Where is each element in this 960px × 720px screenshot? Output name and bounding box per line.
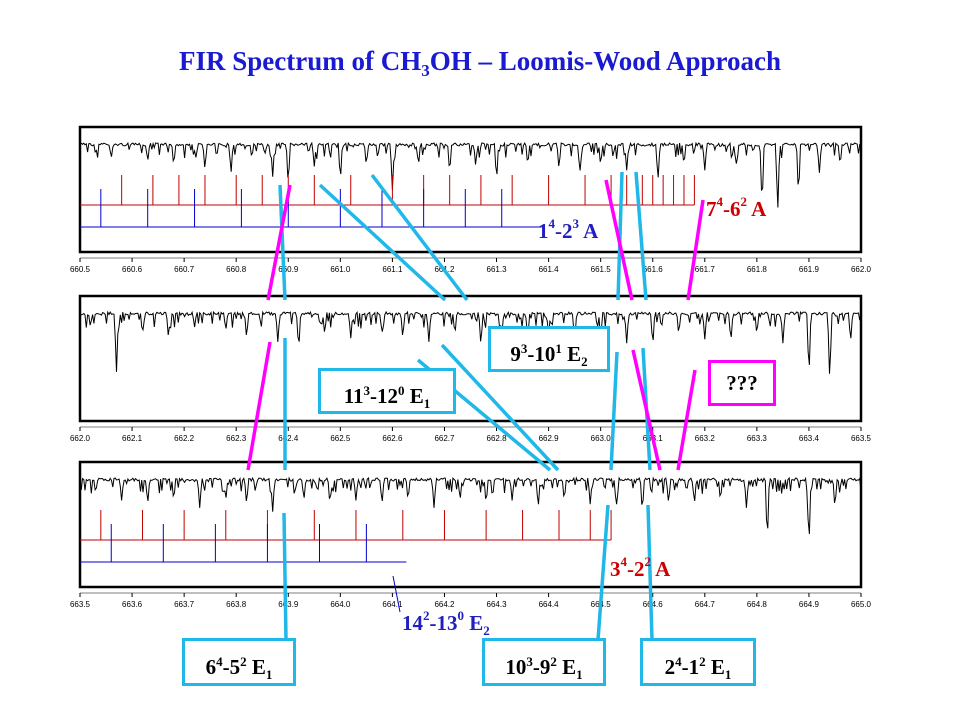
x-tick-label: 661.3: [487, 265, 508, 274]
x-tick-label: 664.4: [539, 600, 560, 609]
x-tick-label: 661.5: [591, 265, 612, 274]
x-tick-label: 660.8: [226, 265, 247, 274]
box-11-12-E1: 113-120 E1: [318, 368, 456, 414]
x-tick-label: 660.5: [70, 265, 91, 274]
magenta-connector-line: [246, 341, 272, 471]
cyan-connector-line: [282, 512, 288, 641]
cyan-connector-line: [278, 184, 287, 301]
x-tick-label: 663.5: [70, 600, 91, 609]
x-tick-label: 661.7: [695, 265, 716, 274]
box-unknown: ???: [708, 360, 776, 406]
x-tick-label: 663.4: [799, 434, 820, 443]
x-tick-label: 663.7: [174, 600, 195, 609]
magenta-connector-line: [631, 349, 662, 471]
cyan-connector-line: [440, 343, 560, 472]
cyan-connector-line: [318, 183, 447, 302]
x-tick-label: 661.1: [382, 265, 403, 274]
x-tick-label: 663.6: [122, 600, 143, 609]
x-tick-label: 662.0: [851, 265, 872, 274]
x-tick-label: 665.0: [851, 600, 872, 609]
x-tick-label: 662.1: [122, 434, 143, 443]
x-tick-label: 661.4: [539, 265, 560, 274]
x-tick-label: 664.8: [747, 600, 768, 609]
spectrum-trace: [79, 476, 862, 535]
label-3-2-A: 34-22 A: [610, 554, 671, 581]
box-10-9-E1: 103-92 E1: [482, 638, 606, 686]
x-tick-label: 664.7: [695, 600, 716, 609]
label-14-13-E2: 142-130 E2: [402, 608, 490, 639]
x-tick-label: 660.7: [174, 265, 195, 274]
cyan-connector-line: [646, 504, 654, 641]
x-tick-label: 660.9: [278, 265, 299, 274]
x-tick-label: 662.3: [226, 434, 247, 443]
x-tick-label: 664.3: [487, 600, 508, 609]
spectrum-trace: [79, 310, 862, 374]
x-tick-label: 662.0: [70, 434, 91, 443]
x-tick-label: 662.2: [174, 434, 195, 443]
x-tick-label: 662.9: [539, 434, 560, 443]
x-tick-label: 662.5: [330, 434, 351, 443]
x-tick-label: 661.0: [330, 265, 351, 274]
cyan-connector-line: [596, 504, 610, 641]
x-tick-label: 663.0: [591, 434, 612, 443]
x-tick-label: 661.9: [799, 265, 820, 274]
box-6-5-E1: 64-52 E1: [182, 638, 296, 686]
magenta-connector-line: [686, 199, 705, 301]
x-tick-label: 663.5: [851, 434, 872, 443]
cyan-connector-line: [609, 351, 619, 471]
x-tick-label: 662.6: [382, 434, 403, 443]
spectrum-panel-frame: [78, 125, 863, 254]
cyan-connector-line: [616, 171, 624, 301]
x-tick-label: 662.8: [487, 434, 508, 443]
x-tick-label: 664.9: [799, 600, 820, 609]
x-tick-label: 663.2: [695, 434, 716, 443]
cyan-connector-line: [370, 173, 469, 302]
x-tick-label: 663.8: [226, 600, 247, 609]
x-tick-label: 660.6: [122, 265, 143, 274]
spectrum-trace: [79, 141, 862, 208]
label-1-2-A: 14-23 A: [538, 216, 599, 243]
cyan-connector-line: [634, 171, 648, 301]
box-2-1-E1: 24-12 E1: [640, 638, 756, 686]
x-tick-label: 664.6: [643, 600, 664, 609]
page-title: FIR Spectrum of CH3OH – Loomis-Wood Appr…: [178, 46, 782, 80]
x-tick-label: 661.8: [747, 265, 768, 274]
x-tick-label: 663.9: [278, 600, 299, 609]
magenta-connector-line: [266, 184, 292, 301]
label-7-6-A: 74-62 A: [706, 194, 767, 221]
x-tick-label: 664.2: [434, 600, 455, 609]
magenta-connector-line: [604, 179, 634, 301]
x-tick-label: 664.1: [382, 600, 403, 609]
x-tick-label: 662.7: [434, 434, 455, 443]
x-tick-label: 662.4: [278, 434, 299, 443]
x-tick-label: 661.6: [643, 265, 664, 274]
box-9-10-E2: 93-101 E2: [488, 326, 610, 372]
label-leader-line: [392, 575, 401, 613]
magenta-connector-line: [676, 369, 697, 471]
x-tick-label: 663.3: [747, 434, 768, 443]
x-tick-label: 664.0: [330, 600, 351, 609]
